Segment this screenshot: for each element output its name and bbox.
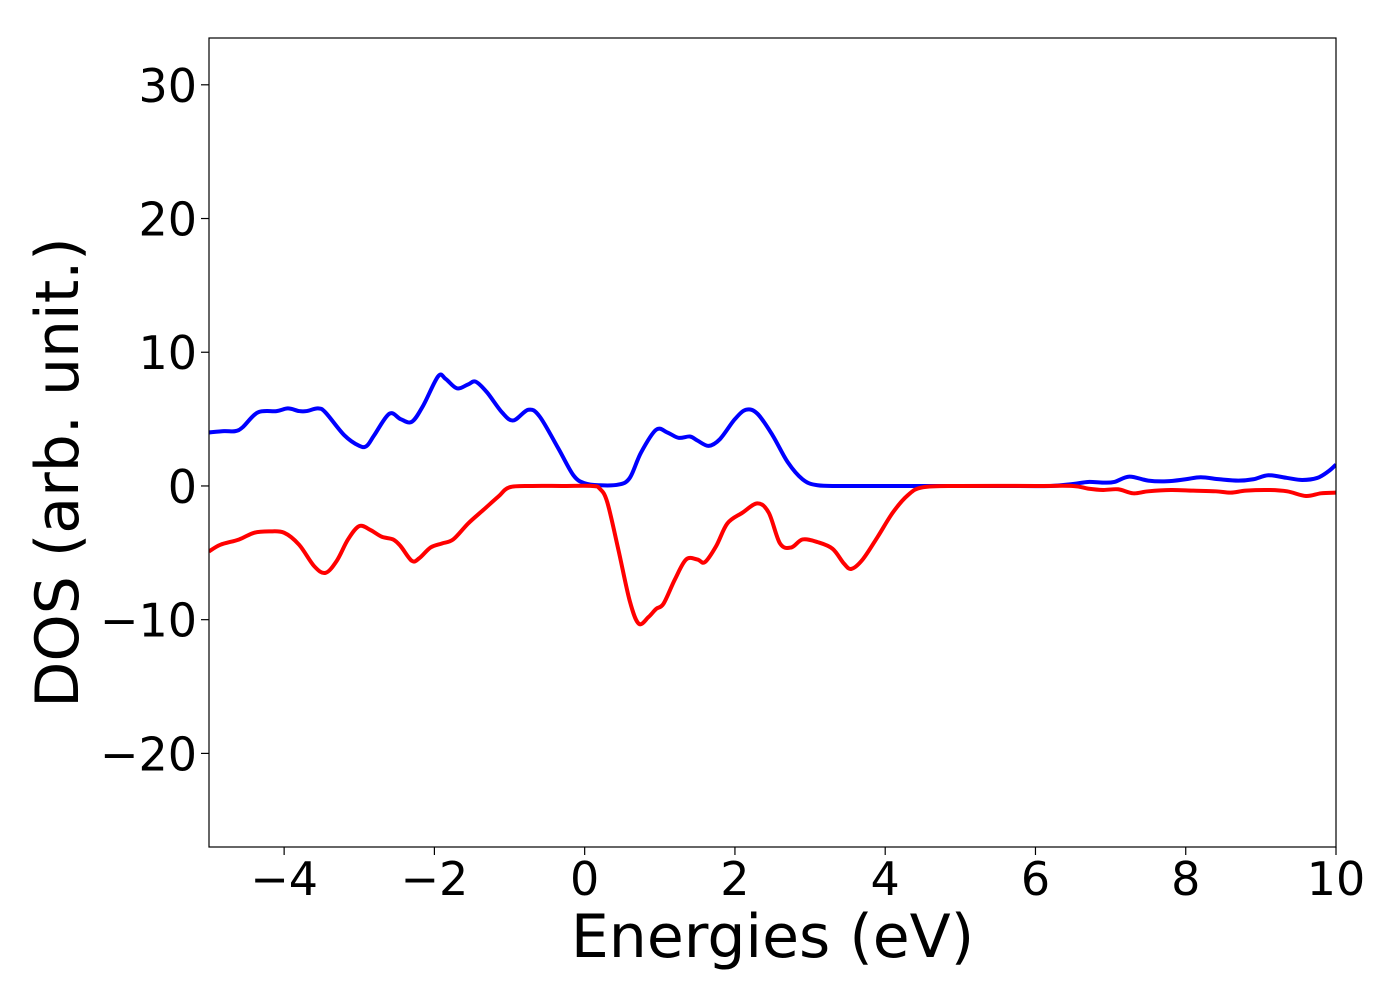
x-tick-label: 10: [1307, 852, 1366, 906]
x-tick-label: −2: [400, 852, 468, 906]
y-axis-label: DOS (arb. unit.): [23, 237, 93, 707]
x-axis-label: Energies (eV): [571, 902, 974, 972]
x-tick-label: 4: [871, 852, 900, 906]
y-tick-label: 20: [138, 193, 197, 247]
series-line-2: [209, 483, 1336, 627]
y-tick-label: 0: [168, 460, 197, 514]
y-axis-ticks: −20 −10 0 10 20 30: [100, 59, 209, 781]
x-tick-label: −4: [250, 852, 318, 906]
y-tick-label: −20: [100, 727, 197, 781]
x-tick-label: 2: [720, 852, 749, 906]
series-line-1: [209, 372, 1336, 489]
series-layer: [209, 372, 1336, 627]
x-axis-ticks: −4 −2 0 2 4 6 8 10: [250, 847, 1365, 906]
y-tick-label: 30: [138, 59, 197, 113]
plot-frame: [208, 37, 1337, 848]
y-tick-label: 10: [138, 326, 197, 380]
x-tick-label: 8: [1171, 852, 1200, 906]
y-tick-label: −10: [100, 594, 197, 648]
x-tick-label: 0: [570, 852, 599, 906]
x-tick-label: 6: [1021, 852, 1050, 906]
